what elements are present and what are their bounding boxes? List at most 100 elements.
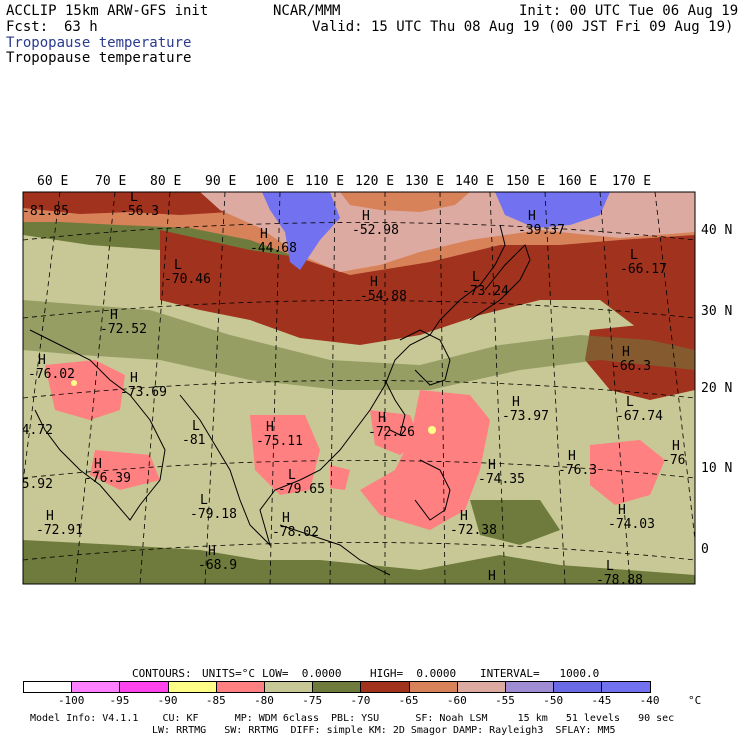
lon-label: 150 E [506, 174, 545, 189]
center-value: -52.98 [352, 223, 399, 238]
colorbar-swatch [312, 681, 362, 693]
interval-label: INTERVAL= 1000.0 [480, 667, 600, 680]
tropopause-temperature-map: 60 E 70 E 80 E 90 E 100 E 110 E 120 E 130 E 140 … [6, 174, 732, 598]
fcst-value: 63 h [64, 19, 98, 35]
low-center-mark: L [130, 190, 138, 205]
center-value: -66.3 [612, 359, 651, 374]
blue-cell-west [262, 192, 340, 270]
pink-cell-small [330, 465, 350, 490]
high-center-mark: H [110, 308, 118, 323]
center-value: -76 [662, 453, 685, 468]
high-center-mark: H [512, 395, 520, 410]
low-center-mark: L [200, 493, 208, 508]
high-center-mark: H [38, 353, 46, 368]
lat-line-10 [23, 460, 695, 479]
center-value: -75.92 [6, 477, 53, 492]
center-value: -66.17 [620, 262, 667, 277]
lon-label: 170 E [612, 174, 651, 189]
colorbar-tick-label: -45 [591, 694, 612, 707]
center-value: -72.91 [36, 523, 83, 538]
colorbar-tick-label: -100 [57, 694, 85, 707]
low-center-mark: L [288, 468, 296, 483]
center-value: -74.03 [608, 517, 655, 532]
colorbar-swatch [456, 681, 506, 693]
colorbar-tick-label: -85 [205, 694, 226, 707]
high-center-mark: H [208, 544, 216, 559]
init-time: Init: 00 UTC Tue 06 Aug 19 [519, 3, 739, 19]
colorbar-tick-label: -55 [495, 694, 515, 707]
high-center-mark: H [378, 411, 386, 426]
high-center-mark: H [94, 457, 102, 472]
shaded-variable-title: Tropopause temperature [6, 35, 192, 51]
colorbar-tick-label: -75 [302, 694, 323, 707]
units-label: UNITS=°C [202, 667, 255, 680]
pink-cell-bay [90, 450, 160, 490]
pink-cell-pacific [590, 440, 665, 505]
colorbar-swatch [601, 681, 651, 693]
low-label: LOW= 0.0000 [262, 667, 342, 680]
lon-line [139, 192, 171, 584]
olive-mid-band [23, 300, 695, 390]
fcst-label: Fcst: [6, 19, 49, 35]
high-center-mark: H [528, 209, 536, 224]
lat-label: 40 N [701, 223, 732, 238]
lon-label: 160 E [558, 174, 597, 189]
coast-japan [469, 244, 531, 321]
high-label: HIGH= 0.0000 [370, 667, 457, 680]
graticule [23, 192, 695, 584]
coast-borneo [279, 524, 391, 576]
lon-line [204, 192, 226, 584]
lat-line-20 [23, 380, 695, 399]
high-center-mark: H [362, 209, 370, 224]
coast-korea [399, 329, 451, 386]
high-center-mark: H [46, 509, 54, 524]
high-center-mark: H [488, 569, 496, 584]
high-center-mark: H [260, 227, 268, 242]
center-value: -81 [182, 433, 205, 448]
center-value: -71.78 [478, 583, 525, 598]
center-value: -73.69 [120, 385, 167, 400]
high-center-mark: H [618, 503, 626, 518]
center-value: -70.46 [164, 272, 211, 287]
center-value: -39.37 [518, 223, 565, 238]
lon-line [544, 192, 566, 584]
olive-south-band [23, 540, 695, 584]
shaded-field [23, 192, 695, 584]
center-value: -44.68 [250, 241, 297, 256]
lon-label: 80 E [150, 174, 181, 189]
center-value: -67.74 [616, 409, 663, 424]
colorbar-swatch [119, 681, 169, 693]
lon-label: 110 E [305, 174, 344, 189]
low-center-mark: L [626, 395, 634, 410]
colorbar-tick-label: -50 [543, 694, 564, 707]
center-value: -56.3 [120, 204, 159, 219]
colorbar-swatch [553, 681, 603, 693]
low-center-mark: L [472, 270, 480, 285]
pink-cell-philippines [360, 390, 490, 530]
pressure-centers: -81.85L-56.3H-44.68H-52.98H-39.37L-70.46… [6, 190, 685, 598]
lon-label: 140 E [455, 174, 494, 189]
high-center-mark: H [282, 511, 290, 526]
coastlines [29, 224, 531, 576]
center-value: -76.02 [28, 367, 75, 382]
colorbar-swatch [71, 681, 121, 693]
center-value: -74.35 [478, 472, 525, 487]
model-title: ACCLIP 15km ARW-GFS init [6, 3, 209, 19]
center-value: -76.3 [558, 463, 597, 478]
center-value: -74.72 [6, 423, 53, 438]
lon-label: 70 E [95, 174, 126, 189]
colorbar-swatch [505, 681, 555, 693]
low-center-mark: L [630, 248, 638, 263]
lon-label: 90 E [205, 174, 236, 189]
center-value: -72.52 [100, 322, 147, 337]
olive-cell-south [470, 500, 560, 545]
lon-line [23, 192, 61, 486]
low-center-mark: L [606, 559, 614, 574]
lon-line [74, 192, 116, 584]
colorbar-swatch [408, 681, 458, 693]
center-value: -76.39 [84, 471, 131, 486]
coast-philippines [414, 459, 451, 521]
colorbar-tick-label: -65 [398, 694, 419, 707]
center-value: -79.18 [190, 507, 237, 522]
colorbar-swatch [264, 681, 314, 693]
